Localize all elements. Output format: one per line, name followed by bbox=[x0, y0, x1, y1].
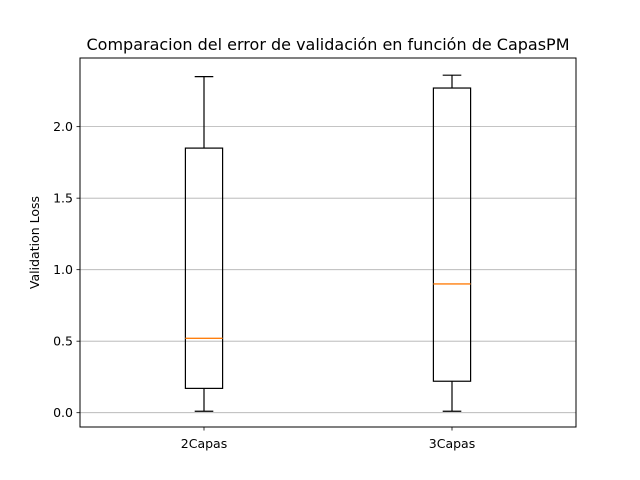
plot-area-frame bbox=[79, 57, 577, 428]
interquartile-box bbox=[184, 147, 224, 389]
y-tick-label: 1.5 bbox=[53, 191, 73, 206]
chart-title: Comparacion del error de validación en f… bbox=[86, 35, 569, 54]
y-tick-label: 1.0 bbox=[53, 262, 73, 277]
x-tick-label: 3Capas bbox=[429, 436, 475, 451]
box-2Capas bbox=[184, 75, 224, 412]
y-axis-ticks: 0.0 0.5 1.0 1.5 2.0 bbox=[53, 119, 80, 420]
x-axis-ticks: 2Capas 3Capas bbox=[181, 427, 475, 451]
box-series bbox=[184, 74, 472, 412]
grid-lines bbox=[80, 126, 576, 414]
interquartile-box bbox=[432, 87, 472, 382]
y-tick-label: 2.0 bbox=[53, 119, 73, 134]
y-axis-label: Validation Loss bbox=[27, 196, 42, 289]
box-3Capas bbox=[432, 74, 472, 412]
x-tick-label: 2Capas bbox=[181, 436, 227, 451]
y-tick-label: 0.5 bbox=[53, 334, 73, 349]
y-tick-label: 0.0 bbox=[53, 405, 73, 420]
